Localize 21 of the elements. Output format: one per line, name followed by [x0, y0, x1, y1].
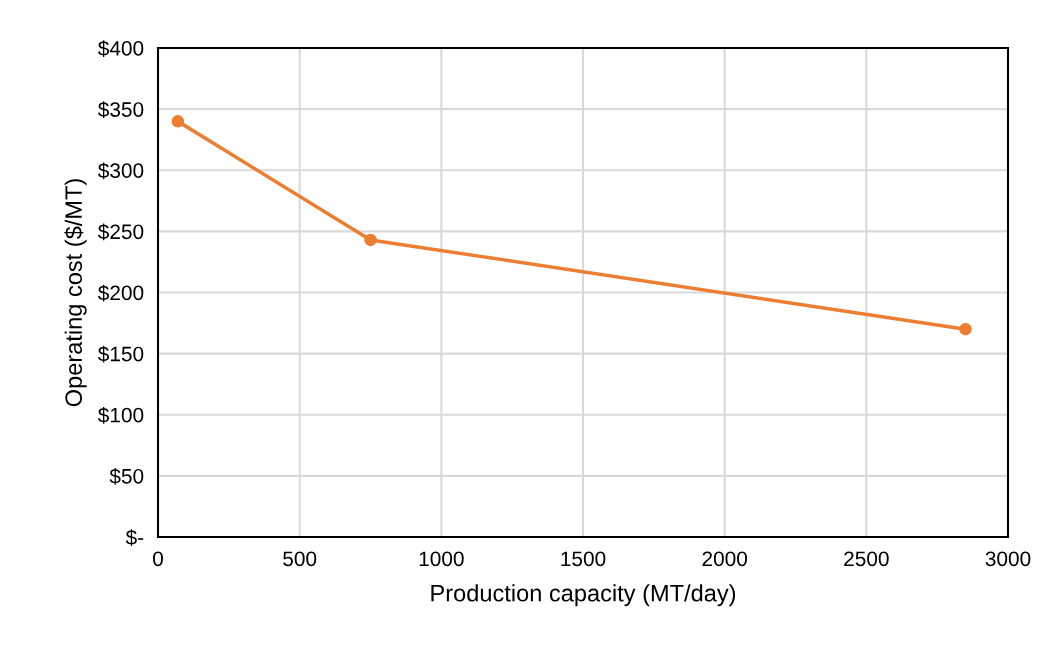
x-tick-label: 2000 [702, 551, 748, 567]
x-tick-label: 1500 [561, 551, 606, 567]
x-tick-label: 2500 [844, 551, 889, 567]
y-tick-label: $250 [97, 223, 144, 241]
y-tick-label: $200 [97, 284, 144, 302]
x-tick-label: 3000 [985, 551, 1031, 567]
y-tick-label: $400 [97, 40, 144, 57]
x-axis-title: Production capacity (MT/day) [431, 584, 736, 607]
x-tick-label: 0 [153, 551, 163, 567]
point [171, 115, 185, 128]
y-tick-label: $300 [97, 162, 144, 180]
y-tick-label: $- [125, 529, 144, 546]
y-tick-label: $50 [109, 468, 144, 485]
y-tick-label: $350 [97, 101, 144, 119]
y-axis-title: Operating cost ($/MT) [64, 179, 87, 407]
y-tick-label: $100 [97, 406, 144, 424]
x-tick-label: 1000 [419, 551, 464, 567]
y-tick-label: $150 [97, 345, 144, 363]
point [959, 322, 972, 336]
x-tick-label: 500 [283, 551, 317, 567]
point [364, 233, 377, 247]
